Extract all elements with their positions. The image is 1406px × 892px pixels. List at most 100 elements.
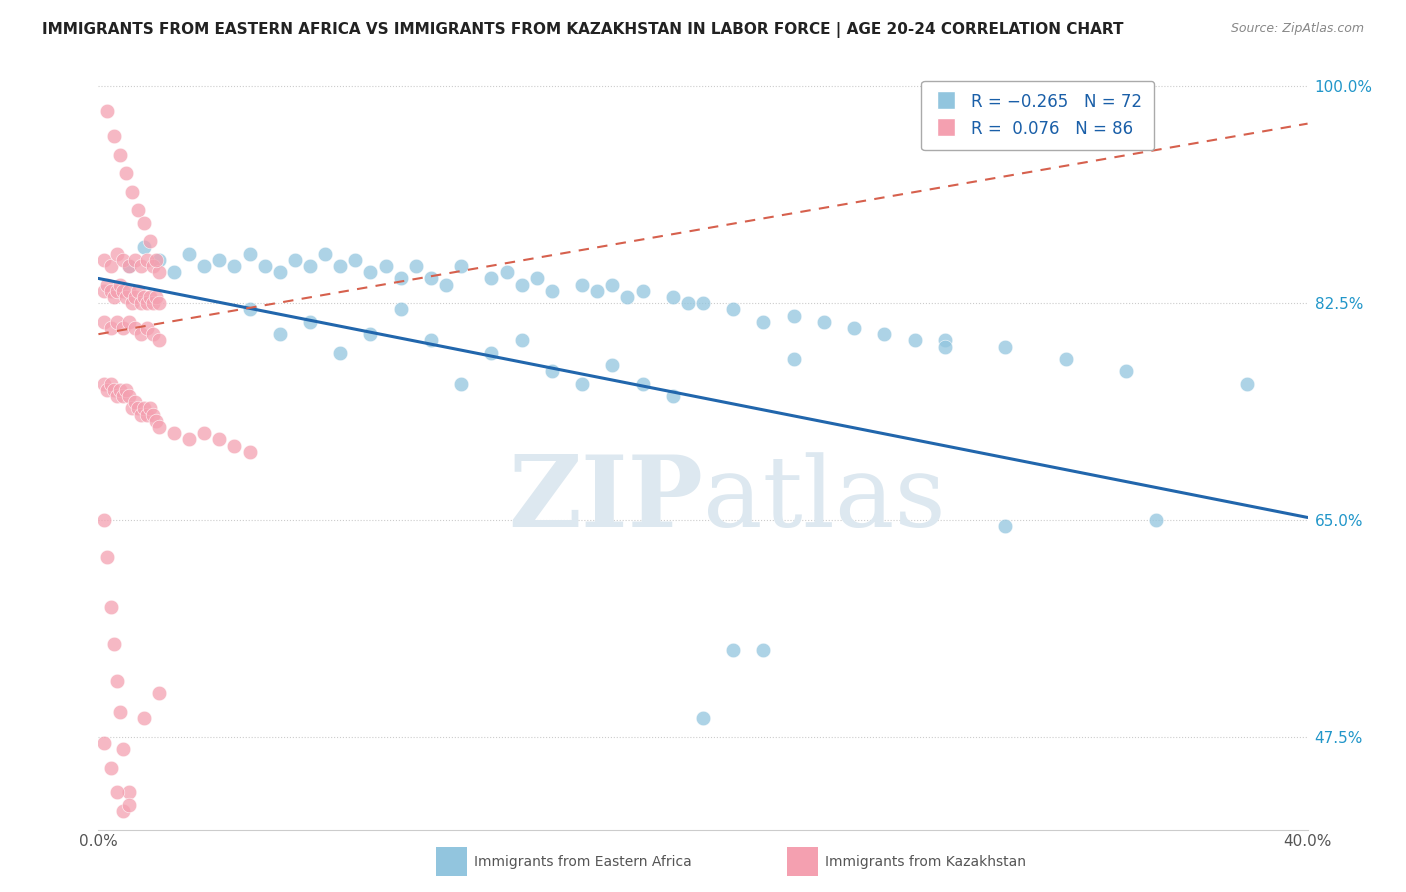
Point	[405, 259, 427, 273]
Point	[127, 401, 149, 416]
Point	[510, 277, 533, 292]
Point	[179, 433, 201, 447]
Point	[813, 315, 835, 329]
Point	[481, 271, 503, 285]
Point	[111, 252, 134, 267]
Point	[163, 265, 186, 279]
Point	[103, 383, 125, 397]
Point	[93, 252, 115, 267]
Point	[135, 296, 157, 310]
Point	[676, 296, 699, 310]
Point	[420, 271, 443, 285]
Point	[132, 290, 155, 304]
Point	[100, 321, 122, 335]
Point	[135, 252, 157, 267]
Point	[269, 265, 291, 279]
Point	[540, 284, 562, 298]
Point	[783, 351, 806, 366]
Point	[93, 736, 115, 750]
Point	[994, 519, 1017, 533]
Point	[526, 271, 548, 285]
Bar	[787, 847, 818, 876]
Point	[193, 259, 215, 273]
Text: IMMIGRANTS FROM EASTERN AFRICA VS IMMIGRANTS FROM KAZAKHSTAN IN LABOR FORCE | AG: IMMIGRANTS FROM EASTERN AFRICA VS IMMIGR…	[42, 22, 1123, 38]
Point	[145, 252, 167, 267]
Point	[994, 340, 1017, 354]
Point	[111, 804, 134, 818]
Point	[934, 340, 956, 354]
Point	[299, 315, 322, 329]
Point	[661, 389, 683, 403]
Point	[96, 550, 118, 565]
Point	[139, 401, 162, 416]
Point	[96, 104, 118, 119]
Point	[142, 259, 165, 273]
Point	[124, 290, 146, 304]
Point	[129, 408, 152, 422]
Point	[142, 408, 165, 422]
Point	[1144, 513, 1167, 527]
Point	[135, 408, 157, 422]
Point	[163, 426, 186, 441]
Point	[148, 334, 170, 348]
Point	[602, 358, 624, 372]
Point	[631, 284, 654, 298]
Point	[139, 234, 162, 248]
Point	[752, 315, 775, 329]
Point	[139, 290, 162, 304]
Point	[93, 284, 115, 298]
Point	[132, 401, 155, 416]
Point	[540, 364, 562, 378]
Point	[93, 315, 115, 329]
Point	[103, 128, 125, 143]
Point	[783, 309, 806, 323]
Point	[105, 315, 128, 329]
Point	[127, 203, 149, 218]
Point	[111, 321, 134, 335]
Point	[114, 290, 136, 304]
Point	[148, 265, 170, 279]
Point	[253, 259, 276, 273]
Legend: R = −0.265   N = 72, R =  0.076   N = 86: R = −0.265 N = 72, R = 0.076 N = 86	[921, 81, 1154, 150]
Point	[93, 513, 115, 527]
Point	[129, 327, 152, 342]
Point	[1054, 351, 1077, 366]
Point	[616, 290, 638, 304]
Point	[145, 290, 167, 304]
Point	[208, 252, 231, 267]
Point	[114, 166, 136, 180]
Point	[239, 246, 262, 260]
Point	[93, 376, 115, 391]
Text: Immigrants from Eastern Africa: Immigrants from Eastern Africa	[474, 855, 692, 869]
Point	[118, 284, 141, 298]
Point	[571, 277, 593, 292]
Point	[96, 277, 118, 292]
Point	[111, 284, 134, 298]
Point	[299, 259, 322, 273]
Point	[100, 259, 122, 273]
Point	[142, 327, 165, 342]
Point	[420, 334, 443, 348]
Point	[723, 643, 745, 657]
Point	[723, 302, 745, 317]
Point	[108, 383, 131, 397]
Text: ZIP: ZIP	[508, 451, 703, 549]
Point	[129, 296, 152, 310]
Point	[142, 296, 165, 310]
Point	[118, 785, 141, 799]
Text: Source: ZipAtlas.com: Source: ZipAtlas.com	[1230, 22, 1364, 36]
Point	[360, 265, 382, 279]
Point	[121, 185, 143, 199]
Point	[179, 246, 201, 260]
Point	[132, 216, 155, 230]
Point	[148, 252, 170, 267]
Point	[344, 252, 367, 267]
Point	[111, 389, 134, 403]
Point	[96, 383, 118, 397]
Point	[752, 643, 775, 657]
Point	[127, 284, 149, 298]
Point	[269, 327, 291, 342]
Point	[145, 414, 167, 428]
Point	[105, 246, 128, 260]
Point	[148, 296, 170, 310]
